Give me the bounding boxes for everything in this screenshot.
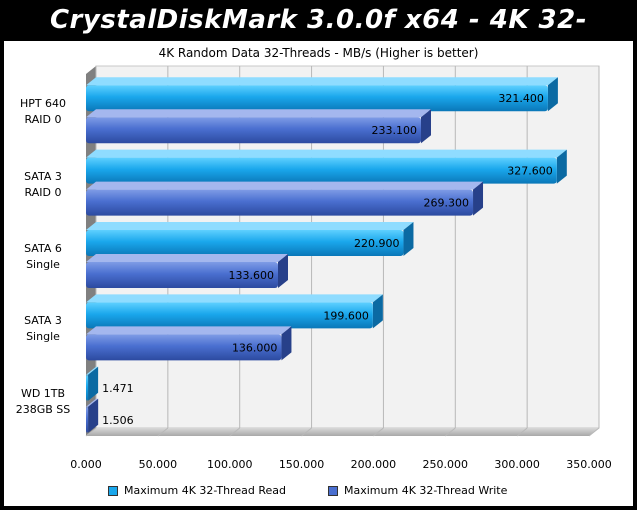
bar-top-face [86,181,484,190]
bar-value-label: 1.506 [102,414,134,427]
x-tick-label: 0.000 [70,458,102,471]
bar-end-face [278,254,289,288]
bar-top-face [86,398,99,407]
bar-value-label: 321.400 [498,92,544,105]
category-label: SATA 3 RAID 0 [8,169,78,201]
x-tick-label: 50.000 [138,458,178,471]
legend-swatch [108,486,118,496]
bar-write [86,334,282,361]
bar-top-face [86,366,99,375]
bar-write [86,189,474,216]
gridline-floor [157,427,169,437]
category-label: HPT 640 RAID 0 [8,96,78,128]
bar-end-face [88,398,99,433]
bar-value-label: 233.100 [371,124,417,137]
category-label-line: SATA 6 [24,242,62,255]
gridline-floor [373,427,384,437]
bar-write [86,262,279,288]
bar-value-label: 199.600 [323,309,369,322]
bar-top-face [86,326,292,335]
bar-end-face [547,77,558,112]
bar-read [86,374,89,401]
bar-end-face [403,222,414,256]
bar-value-label: 327.600 [507,165,553,178]
bar-top-face [86,109,431,118]
category-label-line: SATA 3 [24,314,62,328]
x-tick-label: 100.000 [206,458,253,471]
gridline-floor [301,427,312,437]
legend-item: Maximum 4K 32-Thread Read [108,482,286,500]
category-label-line: Single [26,330,60,344]
gridline-floor [516,427,528,437]
bar-end-face [281,326,292,361]
bar-read [86,302,373,329]
x-tick-label: 300.000 [494,458,540,471]
gridline-floor [85,427,97,437]
category-label-line: SATA 3 [24,169,62,183]
gridline-floor [229,427,241,437]
value-label-layer: 321.400 233.100 327.600 269.300 220.900 133.6… [102,92,553,427]
category-label: SATA 3 Single [8,313,78,345]
bar-end-face [372,294,383,329]
bar-value-label: 1.471 [102,382,134,395]
bar-top-face [86,294,383,303]
bar-top-face [86,77,558,86]
category-label-line: RAID 0 [24,113,62,127]
bar-top-face [86,149,567,158]
x-tick-label: 150.000 [278,458,325,471]
legend: Maximum 4K 32-Thread Read Maximum 4K 32-T… [0,482,637,500]
bar-top-face [86,222,414,230]
bar-end-face [556,149,567,184]
bar-value-label: 269.300 [424,197,470,210]
bar-end-face [473,181,484,216]
bar-write [86,406,89,433]
bar-value-label: 220.900 [354,237,400,250]
bar-end-face [420,109,431,144]
category-label-line: WD 1TB [20,386,66,400]
x-tick-label: 350.000 [566,458,612,471]
legend-label: Maximum 4K 32-Thread Write [344,484,508,497]
chart-subtitle: 4K Random Data 32-Threads - MB/s (Higher… [158,46,479,60]
category-label-line: Single [26,258,60,271]
legend-label: Maximum 4K 32-Thread Read [124,484,286,497]
bar-layer [86,77,567,433]
category-label-line: 238GB SS [15,402,71,416]
category-label-line: RAID 0 [24,185,62,199]
bar-value-label: 133.600 [229,269,275,282]
x-tick-label: 200.000 [350,458,397,471]
category-label-line: HPT 640 [19,97,67,111]
bar-read [86,157,557,184]
bar-read [86,230,404,256]
bar-value-label: 136.000 [232,341,278,354]
category-label: SATA 6 Single [8,241,78,273]
legend-item: Maximum 4K 32-Thread Write [328,482,507,500]
legend-swatch [328,486,338,496]
floor [86,428,599,436]
category-label: WD 1TB 238GB SS [8,386,78,418]
x-tick-label: 250.000 [422,458,469,471]
gridline-floor [588,427,600,437]
bar-read [86,85,548,112]
bar-top-face [86,254,289,262]
bar-write [86,117,421,144]
bar-end-face [88,366,99,401]
gridline-floor [444,427,456,437]
